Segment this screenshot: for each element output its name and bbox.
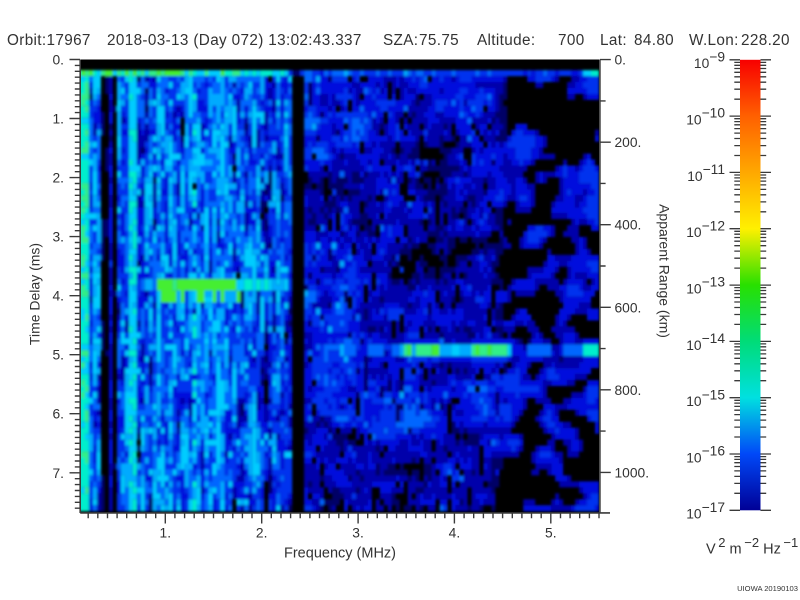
svg-text:200.: 200. bbox=[615, 135, 642, 150]
svg-text:1000.: 1000. bbox=[615, 465, 650, 480]
svg-text:Orbit:17967: Orbit:17967 bbox=[7, 32, 91, 49]
svg-text:Apparent Range (km): Apparent Range (km) bbox=[657, 204, 673, 338]
svg-text:4.: 4. bbox=[52, 289, 64, 304]
svg-text:3.: 3. bbox=[52, 230, 64, 245]
svg-text:1.: 1. bbox=[52, 112, 64, 127]
svg-text:7.: 7. bbox=[52, 466, 64, 481]
svg-text:3.: 3. bbox=[352, 525, 364, 540]
svg-text:2.: 2. bbox=[256, 525, 268, 540]
svg-text:700: 700 bbox=[558, 32, 585, 49]
svg-text:SZA:: SZA: bbox=[383, 32, 418, 49]
svg-text:2018-03-13 (Day 072) 13:02:43.: 2018-03-13 (Day 072) 13:02:43.337 bbox=[107, 32, 362, 49]
svg-text:228.20: 228.20 bbox=[741, 32, 790, 49]
svg-text:Frequency (MHz): Frequency (MHz) bbox=[284, 546, 396, 562]
svg-text:Time Delay (ms): Time Delay (ms) bbox=[27, 243, 43, 345]
svg-text:0.: 0. bbox=[52, 53, 64, 68]
svg-text:5.: 5. bbox=[52, 348, 64, 363]
svg-text:800.: 800. bbox=[615, 383, 642, 398]
svg-text:0.: 0. bbox=[615, 53, 627, 68]
svg-text:V 2 m −2 Hz −1: V 2 m −2 Hz −1 bbox=[706, 535, 798, 558]
svg-text:UIOWA 20190103: UIOWA 20190103 bbox=[737, 584, 798, 593]
svg-text:4.: 4. bbox=[449, 525, 461, 540]
svg-text:2.: 2. bbox=[52, 171, 64, 186]
svg-text:5.: 5. bbox=[545, 525, 557, 540]
svg-text:Altitude:: Altitude: bbox=[477, 32, 535, 49]
svg-text:6.: 6. bbox=[52, 407, 64, 422]
svg-text:75.75: 75.75 bbox=[419, 32, 459, 49]
svg-text:600.: 600. bbox=[615, 300, 642, 315]
svg-text:1.: 1. bbox=[160, 525, 172, 540]
svg-text:W.Lon:: W.Lon: bbox=[689, 32, 739, 49]
svg-text:84.80: 84.80 bbox=[634, 32, 674, 49]
svg-text:400.: 400. bbox=[615, 218, 642, 233]
svg-text:Lat:: Lat: bbox=[600, 32, 627, 49]
